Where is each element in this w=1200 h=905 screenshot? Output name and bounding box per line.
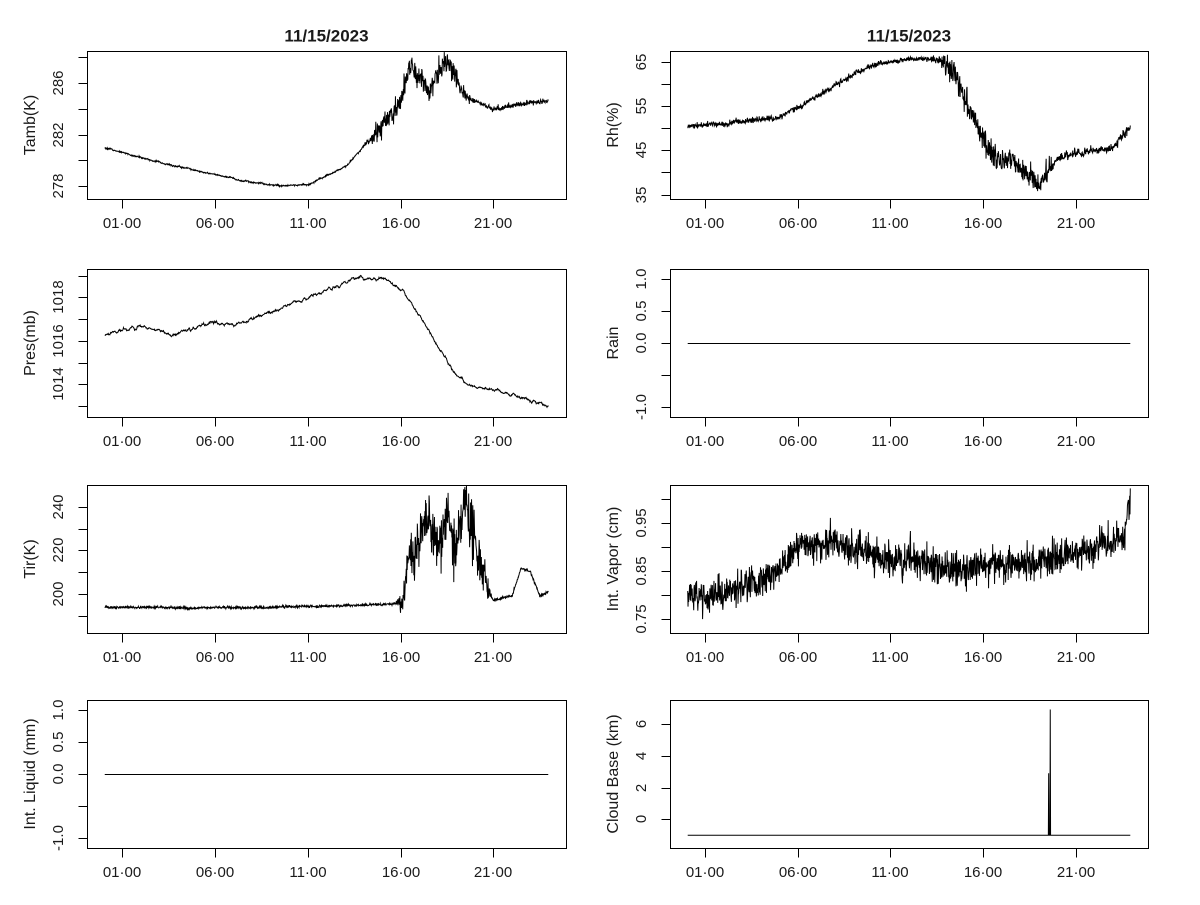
svg-text:16·00: 16·00 — [382, 864, 420, 881]
svg-text:16·00: 16·00 — [382, 649, 420, 666]
svg-text:11·00: 11·00 — [871, 215, 908, 232]
svg-text:21·00: 21·00 — [474, 649, 512, 666]
svg-text:35: 35 — [633, 187, 650, 204]
svg-text:Rain: Rain — [605, 327, 622, 360]
svg-text:21·00: 21·00 — [1057, 864, 1095, 881]
svg-text:1.0: 1.0 — [50, 700, 67, 721]
svg-text:16·00: 16·00 — [964, 649, 1002, 666]
svg-text:01·00: 01·00 — [686, 433, 724, 450]
svg-text:11·00: 11·00 — [871, 864, 908, 881]
svg-text:0.0: 0.0 — [50, 764, 67, 785]
svg-text:06·00: 06·00 — [196, 864, 234, 881]
svg-text:01·00: 01·00 — [686, 215, 724, 232]
svg-text:0.0: 0.0 — [633, 333, 650, 354]
svg-text:06·00: 06·00 — [196, 649, 234, 666]
svg-text:21·00: 21·00 — [1057, 433, 1095, 450]
svg-text:11/15/2023: 11/15/2023 — [284, 27, 368, 46]
svg-text:11/15/2023: 11/15/2023 — [867, 27, 951, 46]
svg-text:21·00: 21·00 — [474, 864, 512, 881]
svg-text:21·00: 21·00 — [1057, 215, 1095, 232]
svg-text:01·00: 01·00 — [103, 864, 141, 881]
svg-text:Pres(mb): Pres(mb) — [22, 310, 39, 376]
svg-text:-1.0: -1.0 — [633, 394, 650, 420]
svg-text:Int. Liquid (mm): Int. Liquid (mm) — [22, 718, 39, 829]
svg-text:278: 278 — [50, 173, 67, 198]
svg-text:4: 4 — [633, 752, 650, 760]
svg-text:11·00: 11·00 — [289, 215, 326, 232]
svg-text:2: 2 — [633, 784, 650, 792]
svg-text:01·00: 01·00 — [686, 864, 724, 881]
svg-text:11·00: 11·00 — [871, 433, 908, 450]
svg-text:16·00: 16·00 — [382, 215, 420, 232]
svg-text:06·00: 06·00 — [779, 649, 817, 666]
svg-text:-1.0: -1.0 — [50, 825, 67, 851]
svg-text:Tir(K): Tir(K) — [22, 539, 39, 578]
svg-text:45: 45 — [633, 142, 650, 159]
svg-text:1014: 1014 — [50, 367, 67, 400]
svg-text:0.5: 0.5 — [50, 732, 67, 753]
svg-text:0.5: 0.5 — [633, 301, 650, 322]
svg-text:11·00: 11·00 — [289, 864, 326, 881]
svg-text:240: 240 — [50, 494, 67, 519]
svg-text:0: 0 — [633, 815, 650, 823]
svg-text:16·00: 16·00 — [964, 215, 1002, 232]
svg-text:21·00: 21·00 — [474, 433, 512, 450]
svg-text:1018: 1018 — [50, 280, 67, 313]
svg-text:16·00: 16·00 — [964, 433, 1002, 450]
svg-text:16·00: 16·00 — [964, 864, 1002, 881]
svg-text:21·00: 21·00 — [1057, 649, 1095, 666]
svg-text:11·00: 11·00 — [289, 649, 326, 666]
svg-text:65: 65 — [633, 54, 650, 71]
svg-text:01·00: 01·00 — [686, 649, 724, 666]
svg-text:1016: 1016 — [50, 324, 67, 357]
svg-text:220: 220 — [50, 537, 67, 562]
svg-text:55: 55 — [633, 98, 650, 115]
svg-text:286: 286 — [50, 70, 67, 95]
svg-text:0.95: 0.95 — [633, 508, 650, 537]
svg-text:16·00: 16·00 — [382, 433, 420, 450]
svg-text:06·00: 06·00 — [779, 433, 817, 450]
svg-text:0.85: 0.85 — [633, 556, 650, 585]
svg-text:0.75: 0.75 — [633, 604, 650, 633]
svg-text:01·00: 01·00 — [103, 215, 141, 232]
svg-text:06·00: 06·00 — [779, 864, 817, 881]
svg-text:11·00: 11·00 — [871, 649, 908, 666]
svg-text:Tamb(K): Tamb(K) — [22, 95, 39, 155]
svg-text:01·00: 01·00 — [103, 433, 141, 450]
svg-text:06·00: 06·00 — [196, 215, 234, 232]
svg-text:6: 6 — [633, 720, 650, 728]
svg-text:21·00: 21·00 — [474, 215, 512, 232]
svg-text:06·00: 06·00 — [779, 215, 817, 232]
svg-text:200: 200 — [50, 581, 67, 606]
svg-text:11·00: 11·00 — [289, 433, 326, 450]
svg-text:Cloud Base (km): Cloud Base (km) — [605, 714, 622, 833]
svg-text:Int. Vapor (cm): Int. Vapor (cm) — [605, 507, 622, 612]
svg-text:06·00: 06·00 — [196, 433, 234, 450]
svg-text:Rh(%): Rh(%) — [605, 102, 622, 147]
svg-text:1.0: 1.0 — [633, 269, 650, 290]
svg-text:01·00: 01·00 — [103, 649, 141, 666]
svg-text:282: 282 — [50, 122, 67, 147]
